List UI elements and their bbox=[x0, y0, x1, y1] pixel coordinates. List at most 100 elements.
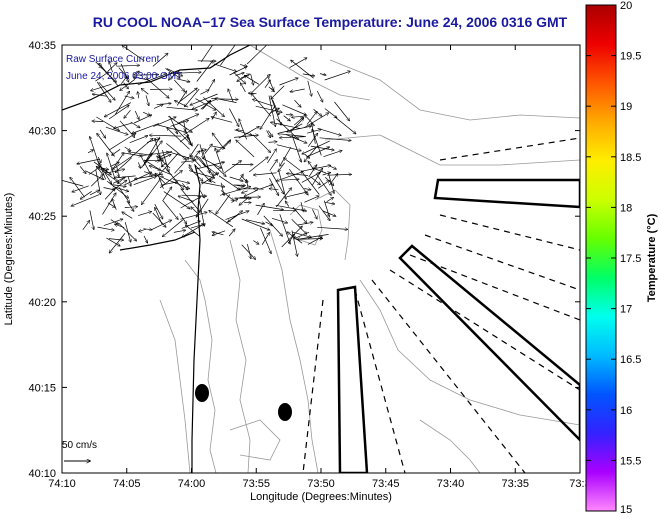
current-vector bbox=[191, 207, 200, 215]
x-tick-label: 74:00 bbox=[178, 478, 206, 490]
current-vector bbox=[121, 152, 142, 156]
current-vector bbox=[269, 178, 278, 195]
current-vector bbox=[233, 135, 258, 138]
current-vector bbox=[234, 129, 252, 135]
current-vector bbox=[304, 154, 310, 158]
current-vector bbox=[102, 193, 116, 215]
current-vector bbox=[152, 212, 166, 227]
current-vector bbox=[212, 163, 226, 176]
current-vector bbox=[116, 65, 140, 66]
current-vector bbox=[172, 125, 191, 145]
current-vector bbox=[165, 150, 196, 160]
scale-label: 50 cm/s bbox=[62, 440, 97, 451]
current-vector bbox=[307, 80, 312, 96]
current-vector bbox=[307, 129, 321, 134]
current-vector bbox=[266, 130, 271, 137]
current-vector bbox=[264, 80, 270, 89]
x-tick-labels: 74:10 74:05 74:00 73:55 73:50 73:45 73:40 73:35… bbox=[48, 478, 590, 490]
current-vector bbox=[80, 191, 92, 199]
current-vector bbox=[124, 222, 131, 242]
current-vector bbox=[289, 168, 308, 195]
marker-dot bbox=[278, 403, 292, 421]
current-vector bbox=[153, 117, 176, 127]
current-vector bbox=[189, 170, 215, 178]
current-vector bbox=[79, 166, 86, 173]
current-vector bbox=[238, 127, 259, 139]
current-vector bbox=[99, 168, 119, 183]
current-vector bbox=[257, 203, 265, 215]
current-vector bbox=[334, 101, 349, 121]
current-vector bbox=[122, 46, 145, 62]
colorbar-tick-label: 19 bbox=[620, 101, 632, 113]
current-vector bbox=[304, 196, 318, 203]
current-vector bbox=[162, 149, 168, 172]
current-vector bbox=[112, 199, 117, 210]
current-vector bbox=[124, 95, 134, 98]
current-vector bbox=[98, 81, 115, 100]
current-vector bbox=[96, 116, 119, 131]
current-vector bbox=[301, 172, 320, 183]
current-vector bbox=[115, 91, 129, 115]
colorbar-tick-label: 16.5 bbox=[620, 354, 641, 366]
colorbar-tick-label: 18.5 bbox=[620, 152, 641, 164]
current-vector bbox=[106, 237, 120, 246]
current-vector bbox=[324, 108, 337, 118]
current-vector bbox=[239, 197, 261, 198]
current-vector bbox=[162, 199, 179, 219]
current-vector bbox=[173, 72, 201, 73]
current-vector bbox=[130, 121, 140, 128]
current-vector bbox=[307, 133, 317, 147]
current-vector bbox=[317, 226, 347, 229]
current-vector bbox=[127, 176, 131, 186]
current-vector bbox=[162, 187, 172, 201]
colorbar-ticks: 20 19.5 19 18.5 18 17.5 17 16.5 16 15.5 15 bbox=[586, 0, 641, 516]
current-vector bbox=[109, 61, 113, 73]
current-vector bbox=[72, 185, 89, 192]
current-vector bbox=[169, 70, 180, 80]
current-vector bbox=[325, 177, 333, 185]
current-vector bbox=[193, 151, 199, 159]
current-vector bbox=[269, 160, 278, 171]
current-vector bbox=[231, 199, 238, 203]
current-vector bbox=[233, 185, 244, 187]
current-vector bbox=[239, 196, 250, 205]
current-vector bbox=[180, 212, 207, 220]
current-vector bbox=[107, 153, 116, 179]
current-vector bbox=[319, 137, 351, 141]
current-vector bbox=[138, 162, 140, 168]
current-vector bbox=[326, 198, 334, 202]
current-vector bbox=[213, 63, 237, 72]
current-vector bbox=[180, 188, 201, 212]
current-vector bbox=[108, 105, 129, 120]
current-vector bbox=[120, 79, 136, 90]
current-vector bbox=[145, 95, 149, 105]
current-vector bbox=[276, 144, 301, 151]
current-vector bbox=[203, 97, 224, 116]
current-vector bbox=[318, 205, 330, 221]
current-vector bbox=[212, 133, 225, 149]
current-vector bbox=[212, 145, 225, 148]
current-vector bbox=[150, 135, 182, 136]
current-vector bbox=[157, 156, 171, 169]
current-vector bbox=[279, 78, 298, 86]
current-vector bbox=[294, 231, 310, 239]
current-vector bbox=[229, 176, 243, 181]
current-vector bbox=[92, 121, 104, 122]
current-vector bbox=[110, 184, 126, 187]
current-vector bbox=[260, 227, 271, 254]
current-vector bbox=[285, 201, 290, 207]
colorbar-tick-label: 19.5 bbox=[620, 51, 641, 63]
current-vector bbox=[139, 228, 147, 231]
current-vector bbox=[278, 134, 305, 137]
current-vector bbox=[334, 116, 356, 134]
current-vector bbox=[281, 179, 299, 180]
current-vector bbox=[87, 150, 93, 154]
current-vector bbox=[118, 222, 136, 241]
current-vector bbox=[190, 93, 218, 105]
current-vector bbox=[185, 88, 200, 107]
current-vector bbox=[77, 158, 100, 164]
current-vector bbox=[269, 189, 279, 190]
current-vector bbox=[129, 136, 148, 144]
current-vector bbox=[287, 234, 294, 244]
current-vector bbox=[153, 104, 163, 109]
